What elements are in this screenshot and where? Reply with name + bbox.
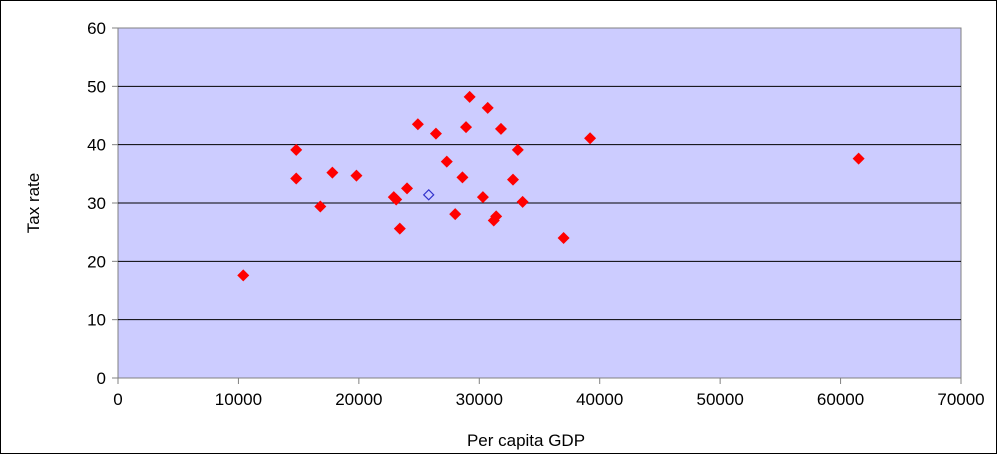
y-tick-label: 40 (87, 136, 106, 155)
data-points (237, 90, 865, 282)
data-point (237, 269, 250, 282)
y-tick-label: 20 (87, 252, 106, 271)
data-point (350, 169, 363, 182)
y-tick-label: 10 (87, 311, 106, 330)
data-point (516, 195, 529, 208)
data-point (429, 127, 442, 140)
x-tick-label: 0 (113, 390, 122, 409)
data-point (290, 172, 303, 185)
x-tick-label: 40000 (576, 390, 623, 409)
x-tick-label: 10000 (215, 390, 262, 409)
data-point (449, 208, 462, 221)
x-tick-label: 70000 (937, 390, 984, 409)
data-point (852, 152, 865, 165)
data-point (411, 118, 424, 131)
x-tick-label: 20000 (335, 390, 382, 409)
data-point (507, 173, 520, 186)
y-tick-label: 60 (87, 19, 106, 38)
x-axis-ticks: 0 10000 20000 30000 40000 50000 60000 70000 (113, 378, 985, 409)
x-tick-label: 50000 (697, 390, 744, 409)
data-point (476, 191, 489, 204)
data-point (557, 232, 570, 244)
y-axis-title: Tax rate (24, 173, 43, 233)
data-point (481, 101, 494, 114)
data-point (460, 121, 473, 134)
data-point (393, 222, 406, 235)
data-point (440, 155, 453, 168)
y-axis-ticks: 0 10 20 30 40 50 60 (87, 19, 118, 388)
gridlines (118, 85, 961, 321)
data-point (584, 132, 597, 145)
data-point (511, 143, 524, 156)
data-point (463, 90, 476, 103)
x-axis-title: Per capita GDP (467, 431, 585, 450)
y-tick-label: 0 (97, 369, 106, 388)
data-point (422, 188, 435, 201)
data-point (326, 166, 339, 179)
y-tick-label: 50 (87, 77, 106, 96)
data-point (401, 182, 414, 195)
data-point (290, 143, 303, 156)
x-tick-label: 60000 (817, 390, 864, 409)
data-point (494, 122, 507, 135)
x-tick-label: 30000 (456, 390, 503, 409)
data-point (314, 200, 327, 213)
y-tick-label: 30 (87, 194, 106, 213)
data-point (390, 193, 403, 206)
data-point (456, 171, 469, 184)
data-point (490, 210, 503, 223)
